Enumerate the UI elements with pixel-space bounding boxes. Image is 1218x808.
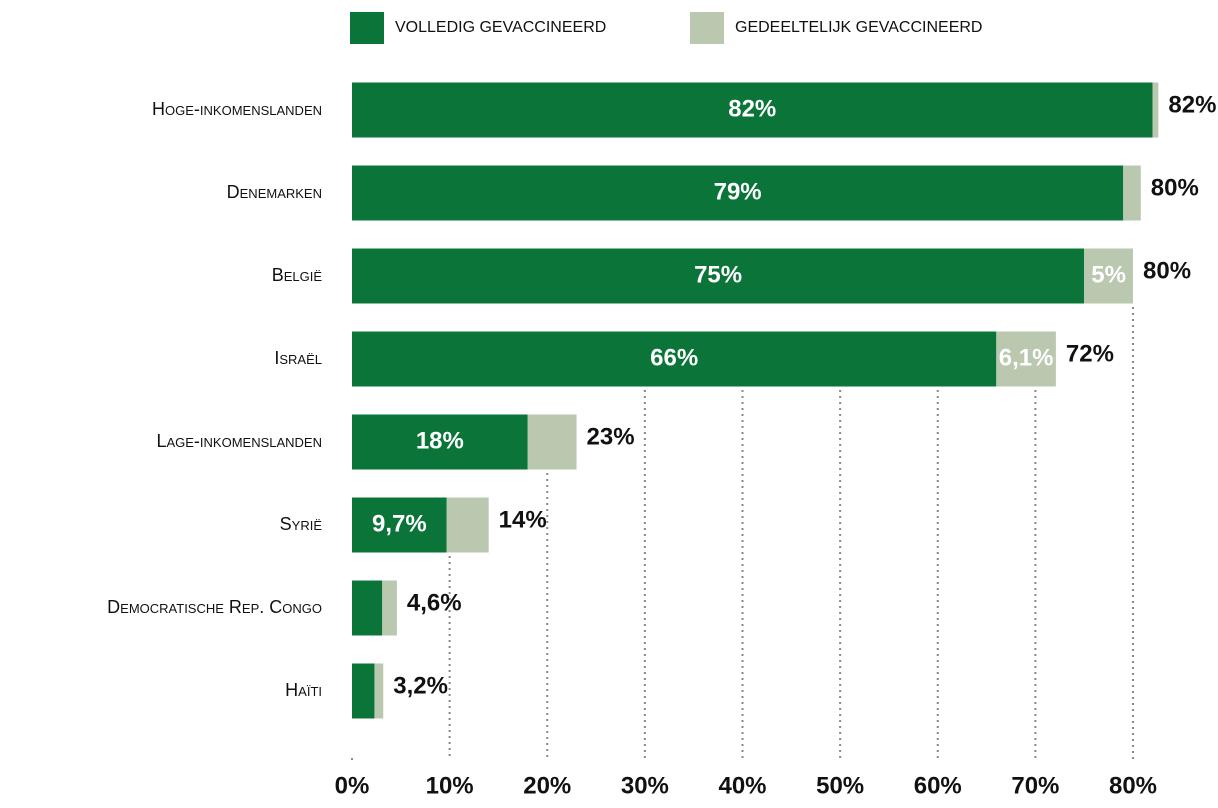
bar-segment	[1084, 248, 1133, 304]
category-label: Israël	[274, 348, 322, 368]
bar-segment	[996, 331, 1056, 387]
x-tick-label: 50%	[816, 772, 864, 799]
category-label: Lage-inkomenslanden	[156, 431, 322, 451]
bar-segment	[382, 580, 397, 636]
legend-label: GEDEELTELIJK GEVACCINEERD	[735, 19, 982, 36]
bar-segment	[352, 248, 1085, 304]
bar-segment	[352, 331, 997, 387]
total-label: 80%	[1151, 174, 1199, 201]
category-label: Hoge-inkomenslanden	[152, 99, 322, 119]
category-label: Syrië	[280, 514, 323, 534]
value-label: 75%	[694, 261, 742, 288]
bar-segment	[446, 497, 489, 553]
bar-segment	[352, 414, 528, 470]
x-tick-label: 70%	[1011, 772, 1059, 799]
category-label: Democratische Rep. Congo	[107, 597, 322, 617]
total-label: 82%	[1168, 91, 1216, 118]
legend-swatch	[690, 12, 724, 44]
total-label: 4,6%	[407, 589, 462, 616]
value-label: 9,7%	[372, 510, 427, 537]
value-label: 5%	[1091, 261, 1126, 288]
bar-segment	[527, 414, 577, 470]
total-label: 23%	[587, 423, 635, 450]
value-label: 66%	[650, 344, 698, 371]
x-tick-label: 40%	[718, 772, 766, 799]
bar-segment	[1152, 82, 1159, 138]
total-label: 3,2%	[393, 672, 448, 699]
category-label: België	[272, 265, 323, 285]
x-tick-label: 60%	[914, 772, 962, 799]
bar-segment	[352, 580, 383, 636]
bar-segment	[352, 497, 447, 553]
x-tick-label: 0%	[335, 772, 370, 799]
category-label: Haïti	[285, 680, 322, 700]
x-tick-label: 80%	[1109, 772, 1157, 799]
bar-segment	[352, 165, 1124, 221]
bar-segment	[374, 663, 384, 719]
total-label: 72%	[1066, 340, 1114, 367]
legend-label: VOLLEDIG GEVACCINEERD	[395, 19, 606, 36]
total-label: 80%	[1143, 257, 1191, 284]
value-label: 6,1%	[999, 344, 1054, 371]
bar-segment	[1123, 165, 1141, 221]
bar-segment	[352, 82, 1153, 138]
value-label: 82%	[728, 95, 776, 122]
x-tick-label: 10%	[426, 772, 474, 799]
category-label: Denemarken	[227, 182, 322, 202]
x-tick-label: 30%	[621, 772, 669, 799]
bar-segment	[352, 663, 375, 719]
total-label: 14%	[499, 506, 547, 533]
value-label: 18%	[416, 427, 464, 454]
value-label: 79%	[714, 178, 762, 205]
legend-swatch	[350, 12, 384, 44]
x-tick-label: 20%	[523, 772, 571, 799]
